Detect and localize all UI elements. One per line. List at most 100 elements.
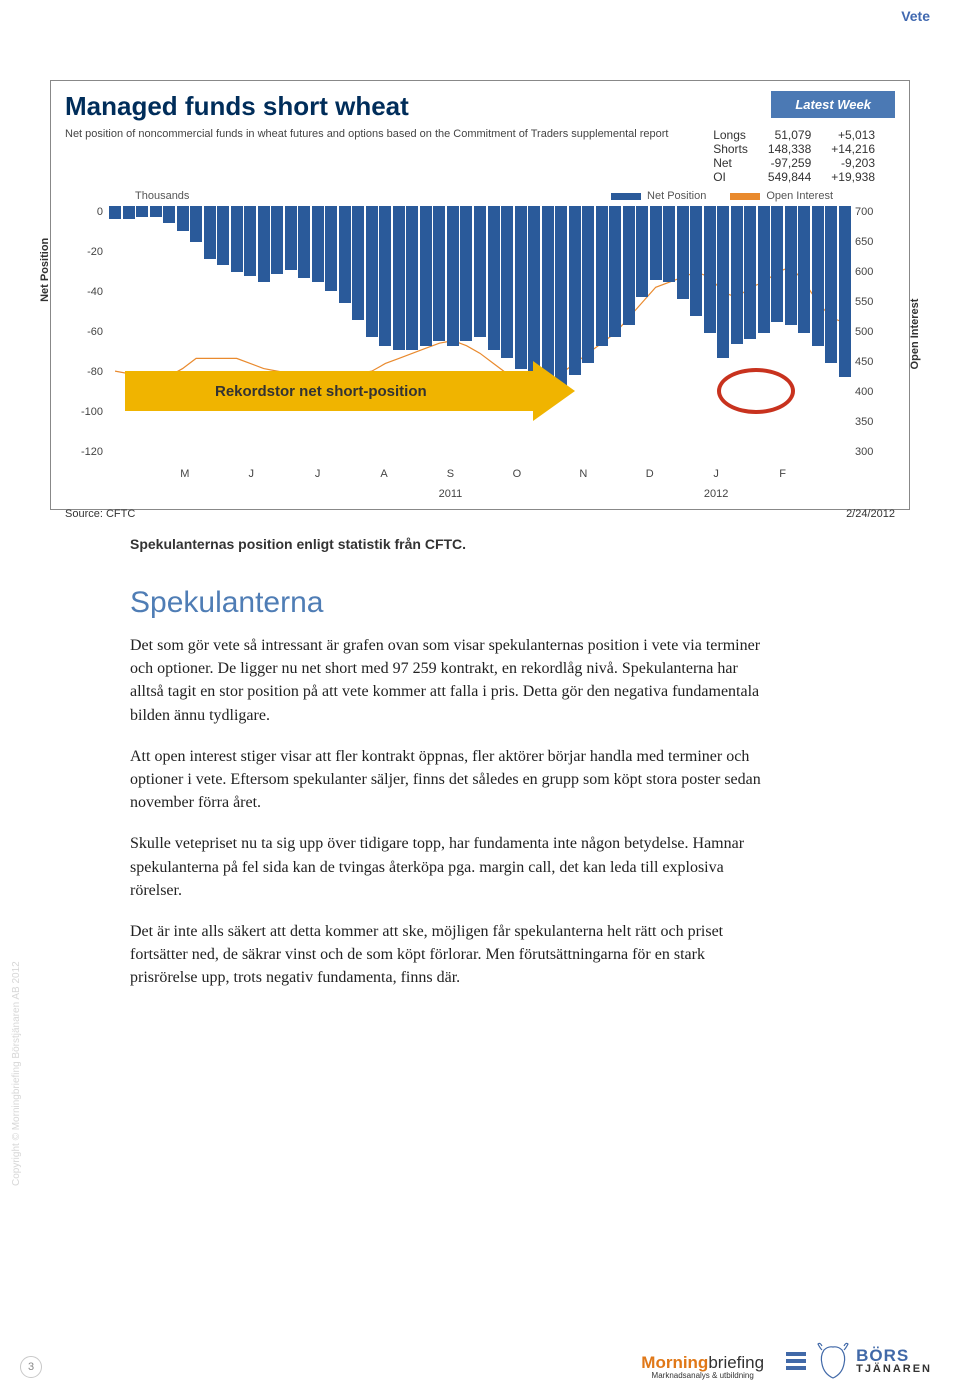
thousands-label: Thousands — [135, 190, 189, 202]
net-position-bar — [474, 206, 486, 337]
net-position-bar — [569, 206, 581, 375]
stats-row: Net-97,259-9,203 — [703, 156, 885, 170]
net-position-bar — [731, 206, 743, 344]
plot-area: Net Position Open Interest Thousands Net… — [65, 192, 895, 464]
x-axis-months: MJJASONDJF — [111, 468, 849, 486]
chart-legend: Thousands Net Position Open Interest — [135, 190, 845, 202]
arrow-callout: Rekordstor net short-position — [125, 364, 575, 418]
net-position-bar — [798, 206, 810, 333]
net-position-bar — [244, 206, 256, 276]
net-position-bar — [406, 206, 418, 350]
highlight-circle — [717, 368, 795, 414]
article-body: Det som gör vete så intressant är grafen… — [130, 634, 770, 1007]
copyright-vertical: Copyright © Morningbriefing Börstjänaren… — [11, 961, 22, 1186]
x-tick: S — [447, 468, 454, 480]
net-position-bar — [190, 206, 202, 242]
net-position-bar — [528, 206, 540, 380]
x-tick: J — [315, 468, 321, 480]
x-tick: F — [779, 468, 786, 480]
legend-net-position: Net Position — [611, 190, 706, 202]
latest-week-badge: Latest Week — [771, 91, 895, 118]
net-position-bar — [636, 206, 648, 297]
y-left-tick: -40 — [75, 286, 103, 298]
net-position-bar — [150, 206, 162, 217]
net-position-bar — [663, 206, 675, 282]
figure-caption: Spekulanternas position enligt statistik… — [130, 536, 850, 552]
x-tick: D — [646, 468, 654, 480]
net-position-bar — [609, 206, 621, 337]
net-position-bar — [825, 206, 837, 363]
legend-chip-net — [611, 193, 641, 200]
y-left-tick: -60 — [75, 326, 103, 338]
bt-bars-icon — [786, 1352, 806, 1370]
x-tick: N — [579, 468, 587, 480]
x-tick: O — [513, 468, 522, 480]
y-right-tick: 300 — [855, 446, 885, 458]
net-position-bar — [758, 206, 770, 333]
legend-open-interest: Open Interest — [730, 190, 833, 202]
morningbriefing-logo: Morningbriefing Marknadsanalys & utbildn… — [641, 1353, 764, 1380]
x-tick: J — [713, 468, 719, 480]
article-p1: Det som gör vete så intressant är grafen… — [130, 634, 770, 727]
net-position-bar — [217, 206, 229, 265]
net-position-bar — [447, 206, 459, 346]
logo-mb-sub: Marknadsanalys & utbildning — [641, 1371, 764, 1380]
stats-row: Longs51,079+5,013 — [703, 128, 885, 142]
stats-table: Longs51,079+5,013Shorts148,338+14,216Net… — [703, 128, 885, 184]
y-right-tick: 400 — [855, 386, 885, 398]
x-axis-years: 20112012 — [111, 488, 849, 504]
net-position-bar — [812, 206, 824, 346]
chart-subtitle: Net position of noncommercial funds in w… — [65, 128, 703, 184]
net-position-bar — [501, 206, 513, 358]
legend-oi-label: Open Interest — [766, 190, 833, 202]
net-position-bar — [690, 206, 702, 316]
x-tick: A — [380, 468, 387, 480]
net-position-bar — [109, 206, 121, 219]
y-right-tick: 500 — [855, 326, 885, 338]
net-position-bar — [555, 206, 567, 386]
y-right-tick: 350 — [855, 416, 885, 428]
x-tick: M — [180, 468, 189, 480]
net-position-bar — [258, 206, 270, 282]
y-left-axis-label: Net Position — [39, 238, 51, 302]
stats-row: Shorts148,338+14,216 — [703, 142, 885, 156]
net-position-bar — [420, 206, 432, 346]
bt-text-2: TJÄNAREN — [856, 1364, 932, 1375]
net-position-bar — [163, 206, 175, 223]
y-left-tick: -120 — [75, 446, 103, 458]
bull-icon — [816, 1342, 850, 1380]
y-right-tick: 650 — [855, 236, 885, 248]
legend-chip-oi — [730, 193, 760, 200]
net-position-bar — [123, 206, 135, 219]
net-position-bar — [717, 206, 729, 358]
y-right-tick: 600 — [855, 266, 885, 278]
net-position-bar — [393, 206, 405, 350]
article-p4: Det är inte alls säkert att detta kommer… — [130, 920, 770, 990]
net-position-bar — [298, 206, 310, 278]
net-position-bar — [285, 206, 297, 270]
net-position-bar — [339, 206, 351, 303]
net-position-bar — [325, 206, 337, 291]
stats-row: OI549,844+19,938 — [703, 170, 885, 184]
x-tick: J — [248, 468, 254, 480]
y-left-tick: -20 — [75, 246, 103, 258]
net-position-bar — [677, 206, 689, 299]
net-position-bar — [379, 206, 391, 346]
net-position-bar — [271, 206, 283, 274]
y-right-tick: 700 — [855, 206, 885, 218]
bt-text-1: BÖRS — [856, 1347, 932, 1364]
net-position-bar — [366, 206, 378, 337]
y-right-axis-label: Open Interest — [909, 299, 921, 370]
arrow-head-icon — [533, 361, 575, 421]
y-left-tick: 0 — [75, 206, 103, 218]
net-position-bar — [515, 206, 527, 369]
net-position-bar — [136, 206, 148, 217]
net-position-bar — [312, 206, 324, 282]
chart-container: Managed funds short wheat Latest Week Ne… — [50, 80, 910, 510]
net-position-bar — [352, 206, 364, 320]
chart-source: Source: CFTC — [65, 508, 135, 520]
article-p2: Att open interest stiger visar att fler … — [130, 745, 770, 815]
net-position-bar — [744, 206, 756, 339]
logo-morning: Morning — [641, 1353, 708, 1372]
page-header-label: Vete — [901, 8, 930, 24]
